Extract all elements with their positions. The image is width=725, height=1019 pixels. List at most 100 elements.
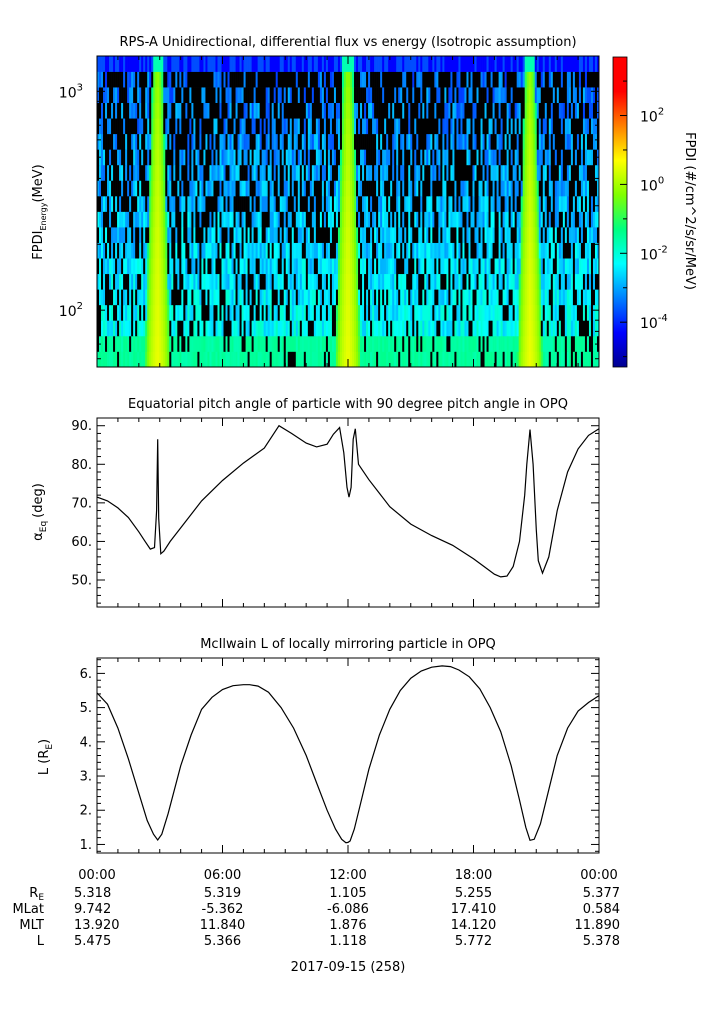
heatmap-cell: [558, 164, 562, 181]
heatmap-cell: [181, 227, 184, 243]
heatmap-cell: [321, 180, 325, 197]
heatmap-cell: [201, 118, 204, 135]
heatmap-cell: [293, 56, 297, 72]
heatmap-cell: [384, 180, 387, 197]
heatmap-cell: [400, 335, 403, 352]
heatmap-cell: [396, 118, 399, 135]
heatmap-cell: [408, 351, 411, 368]
heatmap-cell: [544, 304, 548, 321]
heatmap-cell: [181, 320, 184, 337]
heatmap-cell: [524, 211, 528, 228]
heatmap-cell: [259, 335, 263, 352]
heatmap-cell: [329, 351, 333, 368]
heatmap-cell: [514, 351, 518, 368]
heatmap-cell: [157, 195, 160, 212]
heatmap-cell: [592, 304, 596, 321]
heatmap-cell: [283, 211, 287, 228]
heatmap-cell: [408, 227, 411, 243]
heatmap-cell: [129, 164, 132, 181]
heatmap-cell: [301, 242, 305, 259]
heatmap-cell: [348, 133, 351, 150]
heatmap-cell: [339, 211, 343, 228]
heatmap-cell: [484, 164, 487, 181]
heatmap-cell: [199, 56, 202, 72]
heatmap-cell: [366, 118, 369, 135]
heatmap-cell: [466, 304, 469, 321]
heatmap-cell: [448, 118, 451, 135]
heatmap-cell: [269, 335, 273, 352]
heatmap-cell: [354, 102, 357, 119]
heatmap-cell: [396, 56, 399, 72]
heatmap-cell: [348, 102, 351, 119]
heatmap-cell: [315, 273, 319, 290]
heatmap-cell: [570, 149, 574, 166]
heatmap-cell: [546, 304, 550, 321]
heatmap-cell: [161, 180, 164, 197]
heatmap-cell: [490, 242, 493, 259]
heatmap-cell: [434, 227, 437, 243]
heatmap-cell: [267, 304, 271, 321]
heatmap-cell: [291, 180, 295, 197]
heatmap-cell: [273, 195, 277, 212]
heatmap-cell: [476, 149, 479, 166]
heatmap-cell: [179, 195, 182, 212]
heatmap-cell: [217, 56, 220, 72]
heatmap-cell: [384, 164, 387, 181]
heatmap-cell: [177, 273, 180, 290]
heatmap-cell: [364, 71, 367, 88]
heatmap-cell: [177, 227, 180, 243]
heatmap-cell: [103, 195, 106, 212]
heatmap-cell: [418, 289, 421, 306]
heatmap-cell: [117, 351, 120, 368]
heatmap-cell: [323, 242, 327, 259]
heatmap-cell: [321, 258, 325, 275]
heatmap-cell: [259, 273, 263, 290]
heatmap-cell: [187, 195, 190, 212]
heatmap-cell: [438, 258, 441, 275]
heatmap-cell: [229, 335, 232, 352]
heatmap-cell: [352, 335, 355, 352]
heatmap-cell: [374, 195, 377, 212]
heatmap-cell: [570, 242, 574, 259]
heatmap-cell: [205, 133, 208, 150]
heatmap-cell: [339, 289, 343, 306]
heatmap-cell: [368, 87, 371, 103]
heatmap-cell: [253, 320, 256, 337]
heatmap-cell: [524, 149, 528, 166]
heatmap-cell: [175, 71, 178, 88]
heatmap-cell: [97, 351, 100, 368]
heatmap-cell: [137, 87, 140, 103]
heatmap-cell: [462, 335, 465, 352]
heatmap-cell: [197, 180, 200, 197]
heatmap-cell: [269, 242, 273, 259]
heatmap-cell: [117, 56, 120, 72]
heatmap-cell: [430, 273, 433, 290]
heatmap-cell: [265, 211, 269, 228]
heatmap-cell: [364, 320, 367, 337]
heatmap-cell: [438, 320, 441, 337]
heatmap-cell: [434, 87, 437, 103]
heatmap-cell: [323, 320, 327, 337]
heatmap-cell: [125, 180, 128, 197]
heatmap-cell: [492, 351, 495, 368]
heatmap-cell: [434, 56, 437, 72]
heatmap-cell: [113, 320, 116, 337]
heatmap-cell: [111, 273, 114, 290]
heatmap-cell: [466, 102, 469, 119]
heatmap-cell: [161, 149, 164, 166]
heatmap-cell: [496, 211, 499, 228]
heatmap-cell: [263, 180, 267, 197]
heatmap-cell: [167, 304, 170, 321]
heatmap-cell: [145, 133, 148, 150]
heatmap-cell: [406, 320, 409, 337]
heatmap-cell: [484, 149, 487, 166]
heatmap-cell: [544, 211, 548, 228]
heatmap-cell: [468, 351, 471, 368]
heatmap-cell: [159, 211, 162, 228]
heatmap-cell: [474, 211, 477, 228]
heatmap-cell: [245, 242, 248, 259]
heatmap-cell: [392, 242, 395, 259]
heatmap-cell: [111, 304, 114, 321]
heatmap-cell: [161, 133, 164, 150]
heatmap-cell: [536, 87, 540, 103]
